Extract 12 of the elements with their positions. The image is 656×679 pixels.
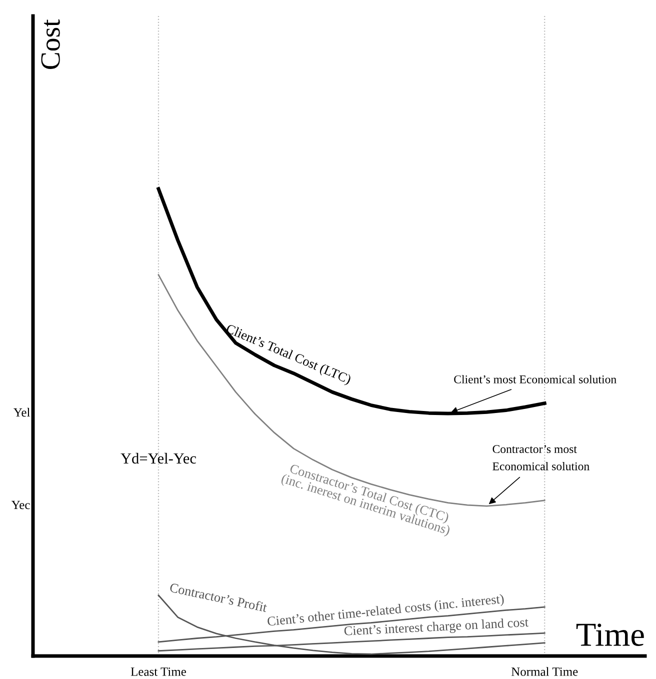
text: Contractor’s Profit xyxy=(169,582,268,612)
text: Yec xyxy=(11,500,30,510)
x-axis-title: Time xyxy=(576,624,644,646)
x-tick-label: Normal Time xyxy=(511,667,578,676)
x-tick-label: Least Time xyxy=(130,668,186,676)
annotation: Yd=Yel-Yec xyxy=(120,452,196,464)
annotation: Contractor’s most Economical solution xyxy=(492,445,590,470)
series-label: Cient’s interest charge on land cost xyxy=(344,617,529,638)
text: Cost xyxy=(41,19,60,70)
text: Yel xyxy=(14,408,30,417)
annotation: Client’s most Economical solution xyxy=(454,375,616,384)
text: Client’s Total Cost (LTC) xyxy=(224,323,352,386)
